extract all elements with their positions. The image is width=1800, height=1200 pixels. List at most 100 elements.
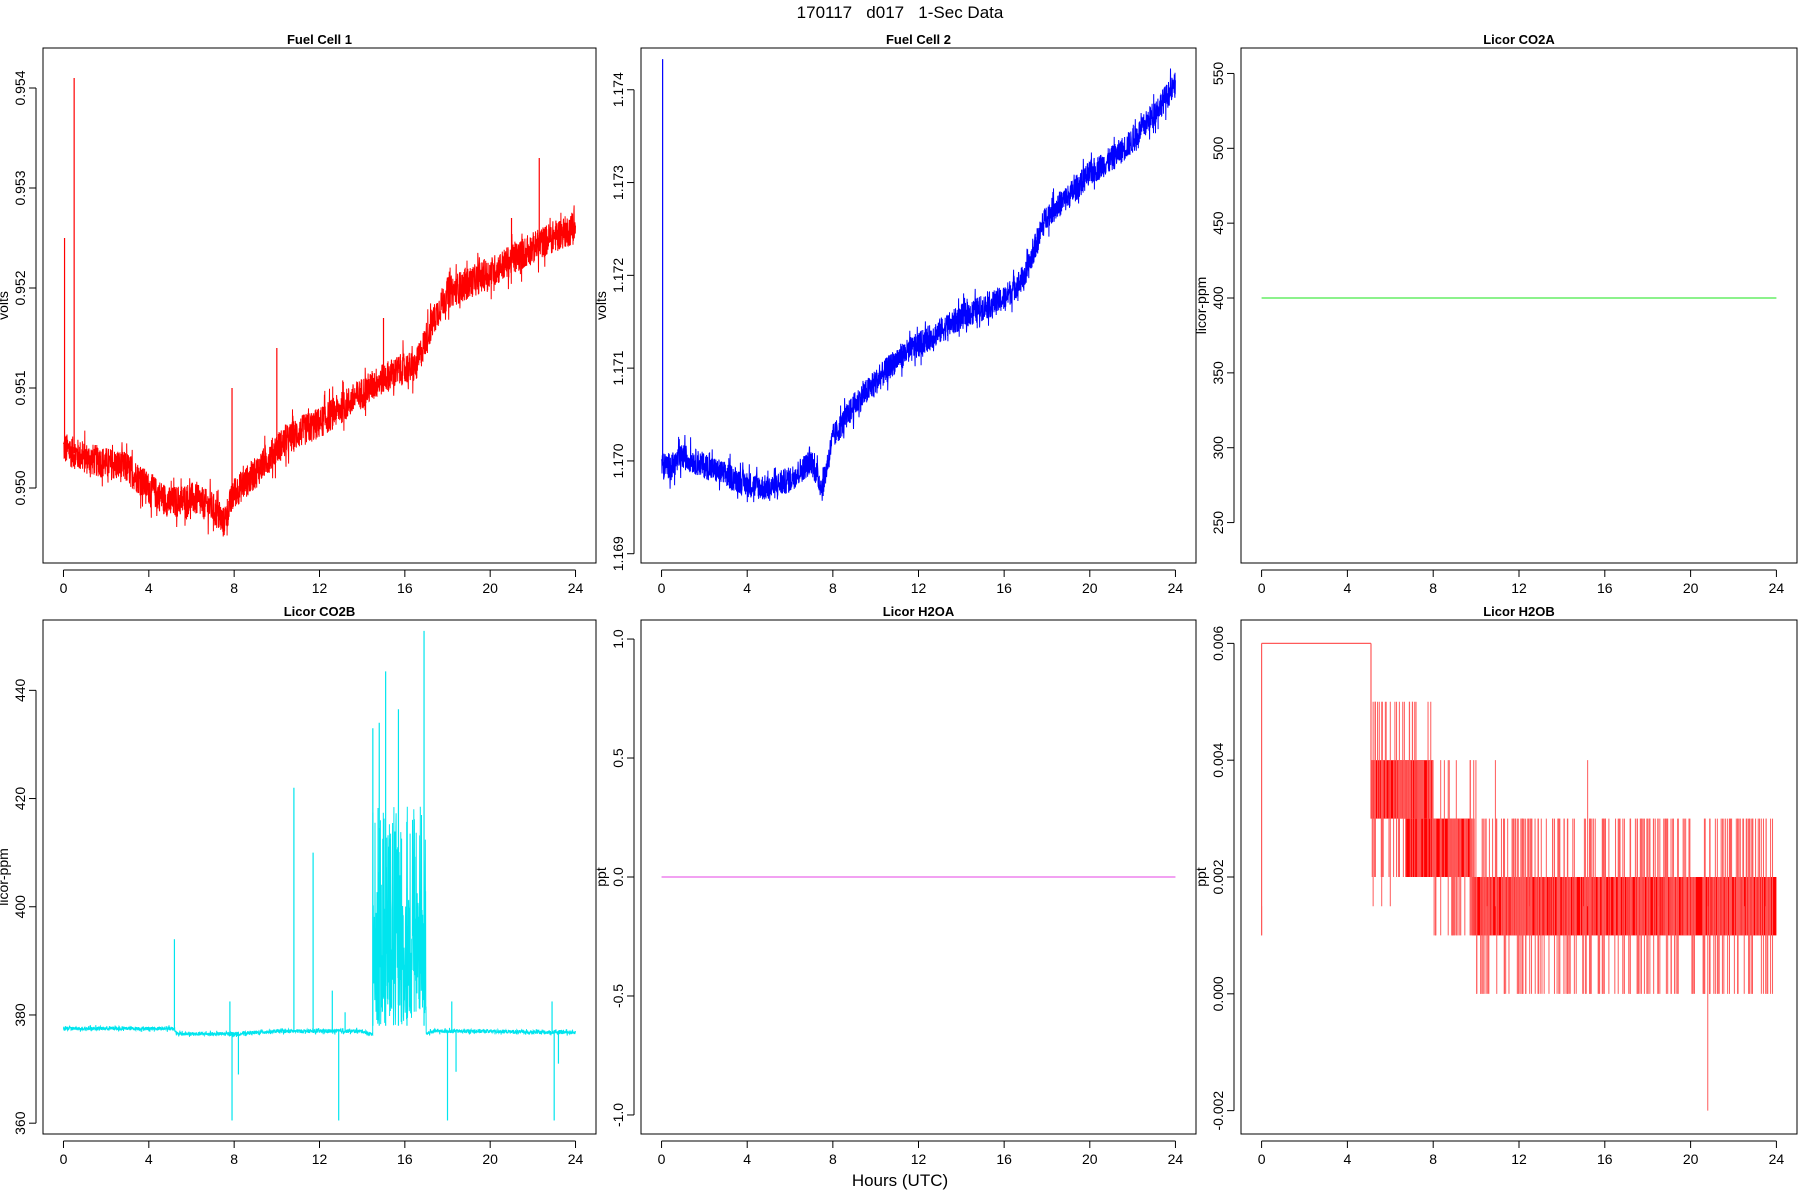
x-tick-label: 24 — [1769, 1151, 1785, 1167]
y-tick-label: 0.953 — [12, 170, 28, 205]
panel-title: Fuel Cell 2 — [886, 32, 951, 47]
x-tick-label: 24 — [568, 580, 584, 596]
plot-frame — [1240, 47, 1798, 564]
x-tick-label: 16 — [1597, 1151, 1613, 1167]
data-line — [661, 68, 1176, 503]
panel-title: Licor H2OA — [883, 604, 955, 619]
series-licor-co2b — [63, 630, 576, 1121]
x-tick-label: 20 — [482, 1151, 498, 1167]
x-tick-label: 8 — [1429, 1151, 1437, 1167]
y-tick-label: 0.950 — [12, 470, 28, 505]
y-tick-label: 0.5 — [610, 748, 626, 768]
y-tick-label: 1.170 — [610, 443, 626, 478]
y-axis-label: volts — [593, 291, 609, 320]
x-tick-label: 24 — [1168, 1151, 1184, 1167]
x-tick-label: 8 — [230, 1151, 238, 1167]
x-tick-label: 12 — [911, 580, 927, 596]
y-tick-label: -0.5 — [610, 984, 626, 1008]
y-tick-label: 450 — [1210, 211, 1226, 235]
x-tick-label: 12 — [312, 580, 328, 596]
plot-frame — [42, 619, 597, 1135]
x-tick-label: 8 — [230, 580, 238, 596]
panel-licor-co2b: Licor CO2B 0 4 8 12 16 20 24 360 380 400 420 440 lico… — [0, 604, 597, 1167]
y-tick-label: 1.172 — [610, 258, 626, 293]
panel-licor-h2oa: Licor H2OA 0 4 8 12 16 20 24 -1.0 -0.5 0.0 0.5 1.0 pp… — [593, 604, 1197, 1167]
y-axis-label: ppt — [1193, 867, 1209, 887]
y-tick-label: 1.171 — [610, 350, 626, 385]
plot-frame — [1240, 619, 1798, 1135]
y-tick-label: 550 — [1210, 62, 1226, 86]
series-fuel-cell-2 — [661, 59, 1176, 503]
y-tick-label: 360 — [12, 1111, 28, 1135]
x-tick-label: 16 — [1597, 580, 1613, 596]
y-tick-label: 400 — [12, 895, 28, 919]
y-tick-label: 250 — [1210, 511, 1226, 535]
y-tick-label: 0.004 — [1210, 742, 1226, 777]
series-licor-h2ob — [1260, 642, 1777, 1111]
y-tick-label: 440 — [12, 678, 28, 702]
main-title: 170117 d017 1-Sec Data — [796, 3, 1004, 22]
plot-frame — [640, 47, 1197, 564]
y-tick-label: 0.951 — [12, 370, 28, 405]
x-tick-label: 20 — [1082, 1151, 1098, 1167]
x-tick-label: 8 — [829, 1151, 837, 1167]
x-tick-label: 12 — [312, 1151, 328, 1167]
x-tick-label: 16 — [996, 1151, 1012, 1167]
x-tick-label: 4 — [145, 580, 153, 596]
x-tick-label: 8 — [829, 580, 837, 596]
x-tick-label: 0 — [1258, 580, 1266, 596]
y-tick-label: 380 — [12, 1003, 28, 1027]
y-axis-label: licor-ppm — [0, 848, 11, 906]
shared-x-axis-label: Hours (UTC) — [851, 1171, 949, 1190]
x-tick-label: 16 — [996, 580, 1012, 596]
x-tick-label: 0 — [1258, 1151, 1266, 1167]
y-tick-label: 0.0 — [610, 867, 626, 887]
x-tick-label: 24 — [568, 1151, 584, 1167]
x-tick-label: 0 — [60, 580, 68, 596]
y-axis-label: licor-ppm — [1193, 277, 1209, 335]
y-tick-label: 1.0 — [610, 629, 626, 649]
x-tick-label: 20 — [482, 580, 498, 596]
x-tick-label: 20 — [1683, 1151, 1699, 1167]
y-axis-label: ppt — [593, 867, 609, 887]
x-tick-label: 8 — [1429, 580, 1437, 596]
y-tick-label: 300 — [1210, 436, 1226, 460]
x-tick-label: 12 — [1511, 580, 1527, 596]
data-line — [63, 802, 576, 1038]
y-tick-label: 400 — [1210, 286, 1226, 310]
y-tick-label: 0.000 — [1210, 976, 1226, 1011]
data-line — [63, 205, 576, 537]
panel-title: Licor CO2A — [1483, 32, 1555, 47]
y-tick-label: 0.952 — [12, 270, 28, 305]
panel-licor-h2ob: Licor H2OB 0 4 8 12 16 20 24 -0.002 0.000 0.002 0.0… — [1193, 604, 1798, 1167]
x-tick-label: 4 — [145, 1151, 153, 1167]
x-tick-label: 12 — [1511, 1151, 1527, 1167]
y-tick-label: 0.002 — [1210, 859, 1226, 894]
y-tick-label: 1.173 — [610, 165, 626, 200]
plot-frame — [42, 47, 597, 564]
panel-fuel-cell-2: Fuel Cell 2 0 4 8 12 16 20 24 1.169 1.170 1.171 1.1… — [593, 32, 1197, 596]
x-tick-label: 4 — [743, 1151, 751, 1167]
x-tick-label: 16 — [397, 580, 413, 596]
x-tick-label: 12 — [911, 1151, 927, 1167]
x-tick-label: 0 — [60, 1151, 68, 1167]
x-tick-label: 20 — [1082, 580, 1098, 596]
y-axis-label: volts — [0, 291, 11, 320]
x-tick-label: 0 — [658, 1151, 666, 1167]
x-tick-label: 24 — [1769, 580, 1785, 596]
panel-title: Licor H2OB — [1483, 604, 1555, 619]
y-tick-label: 0.954 — [12, 70, 28, 105]
x-tick-label: 20 — [1683, 580, 1699, 596]
plot-frame — [640, 619, 1197, 1135]
y-tick-label: -1.0 — [610, 1103, 626, 1127]
panel-title: Licor CO2B — [284, 604, 356, 619]
panel-title: Fuel Cell 1 — [287, 32, 352, 47]
x-tick-label: 0 — [658, 580, 666, 596]
x-tick-label: 16 — [397, 1151, 413, 1167]
y-tick-label: 350 — [1210, 361, 1226, 385]
x-tick-label: 4 — [743, 580, 751, 596]
panel-licor-co2a: Licor CO2A 0 4 8 12 16 20 24 250 300 350 400 450 500 5… — [1193, 32, 1798, 596]
y-tick-label: 1.169 — [610, 536, 626, 571]
series-fuel-cell-1 — [63, 78, 576, 537]
